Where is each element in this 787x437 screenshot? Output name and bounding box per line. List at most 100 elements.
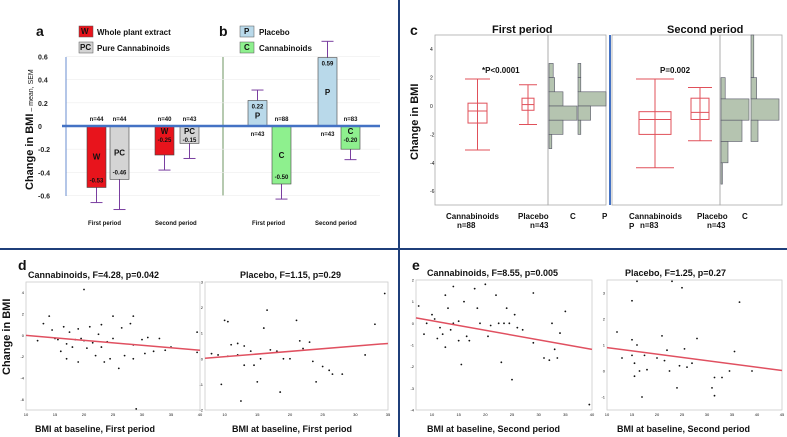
y-tick-label: 2 [22,312,25,317]
data-label: -0.15 [183,138,197,144]
data-point [457,320,460,323]
x-label-b-second: Second period [315,221,357,227]
x-tick-label: 45 [780,412,785,417]
bar-key: W [161,127,169,136]
n-label: n=44 [90,117,105,123]
c-group-label: Placebo [518,212,549,221]
data-point [146,336,149,339]
x-tick-label: 25 [680,412,685,417]
legend-label: Whole plant extract [97,28,171,37]
data-point [636,344,638,346]
bar-key: W [93,153,101,162]
c-n-label: n=43 [530,221,549,230]
data-point [487,335,489,338]
y-tick-label: 3 [603,291,606,296]
legend-swatch-pc [78,41,94,54]
y-tick-label: -4 [20,376,24,381]
data-point [275,350,278,353]
y-tick-label: 2 [201,305,204,310]
n-label: n=44 [113,117,128,123]
data-point [217,354,219,356]
d-right-xlabel: BMI at baseline, First period [232,424,352,434]
data-point [447,307,449,310]
data-point [59,350,62,353]
data-point [439,326,441,329]
histogram-bar [577,91,607,107]
data-point [62,325,65,328]
data-point [643,354,646,357]
histogram-bar [548,91,564,107]
y-tick-label: 0.2 [38,101,48,108]
data-point [441,333,444,336]
bar-key: P [255,111,261,120]
x-tick-label: 20 [655,412,660,417]
legend-label: Placebo [259,28,290,37]
data-point [713,376,716,379]
n-label: n=43 [183,117,198,123]
box [638,111,672,135]
data-point [132,315,135,318]
data-point [548,359,551,362]
data-point [262,327,265,329]
y-tick-label: 0 [38,124,42,131]
d-right-title: Placebo, F=1.15, p=0.29 [240,270,341,280]
data-point [495,294,497,297]
data-point [196,331,199,334]
c-n-label: n=83 [640,221,659,230]
e-left-xlabel: BMI at baseline, Second period [427,424,560,434]
e-right-xlabel: BMI at baseline, Second period [617,424,750,434]
histogram-bar [750,119,759,142]
data-label: 0.59 [322,62,334,68]
data-point [100,323,103,326]
data-point [500,361,503,364]
data-point [686,366,688,368]
data-point [331,373,334,376]
data-point [279,391,282,393]
x-tick-label: 10 [430,412,435,417]
data-point [295,319,298,322]
legend-label: Pure Cannabinoids [97,44,170,53]
data-point [556,357,559,359]
data-point [164,349,167,352]
fit-line [415,317,593,351]
data-point [676,387,678,389]
x-tick-label: 15 [53,412,58,417]
data-point [738,301,741,303]
data-point [631,299,633,302]
data-point [243,364,246,367]
n-label: n=40 [158,117,173,123]
c-hist-label: P [602,212,608,221]
data-label: -0.46 [113,170,127,176]
panel-label-d: d [18,257,27,273]
x-tick-label: 40 [755,412,760,417]
data-point [444,346,447,349]
data-label: 0.22 [252,104,264,110]
y-tick-label: -0.6 [38,194,50,201]
c-extra-label: P [629,222,635,231]
data-point [513,313,516,316]
data-point [226,320,229,323]
histogram-bar [577,105,591,121]
e-right-title: Placebo, F=1.25, p=0.27 [625,268,726,278]
x-tick-label: 30 [353,412,358,417]
y-tick-label: 3 [201,280,204,285]
data-point [220,383,223,386]
x-tick-label: 30 [140,412,145,417]
x-tick-label: 35 [386,412,391,417]
data-point [661,335,663,337]
fit-line [606,346,783,372]
c-n-label: n=88 [457,221,476,230]
x-tick-label: 20 [288,412,293,417]
x-tick-label: 35 [169,412,174,417]
data-point [465,335,468,338]
y-tick-label: 2 [412,278,415,283]
n-label: n=43 [251,132,266,138]
data-point [80,337,82,340]
data-point [65,342,68,345]
data-point [476,307,479,310]
y-tick-label: 1 [603,343,606,348]
x-tick-label: 30 [705,412,710,417]
data-point [553,348,556,351]
n-label: n=43 [321,132,336,138]
histogram-bar [548,63,554,78]
